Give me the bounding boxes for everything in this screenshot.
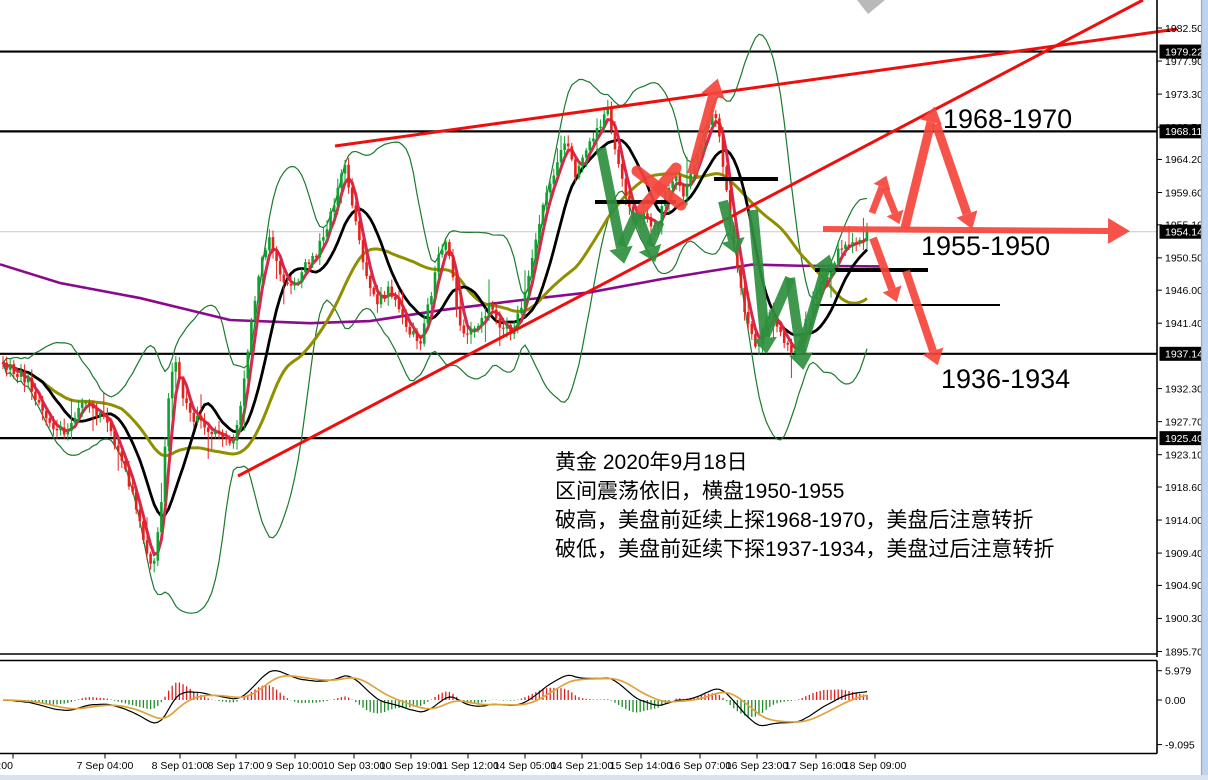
bottom-edge-band (0, 775, 1208, 780)
time-tick-label: 10 Sep 19:00 (380, 760, 443, 772)
time-tick-label: 7 Sep 04:00 (77, 760, 134, 772)
time-tick-label: 18 Sep 09:00 (844, 760, 907, 772)
range-label-high: 1968-1970 (943, 104, 1073, 134)
price-badge (1159, 124, 1206, 139)
time-tick-label: 11 Sep 12:00 (437, 760, 499, 772)
indicator-panel (2, 670, 868, 727)
price-badge (1159, 346, 1206, 361)
price-badge-label: 1968.11 (1165, 126, 1202, 138)
commentary-line-2: 区间震荡依旧，横盘1950-1955 (555, 480, 845, 503)
price-badge-label: 1937.14 (1165, 349, 1203, 361)
price-tick-label: 1918.60 (1165, 482, 1203, 494)
price-tick-label: 1909.40 (1165, 548, 1203, 560)
indicator-tick-label: 0.00 (1165, 695, 1186, 707)
price-tick-label: 1982.50 (1165, 23, 1203, 35)
price-tick-label: 1941.40 (1165, 318, 1203, 330)
price-tick-label: 1964.20 (1165, 154, 1203, 166)
price-badge-label: 1925.40 (1165, 433, 1203, 445)
time-tick-label: 15 Sep 14:00 (610, 760, 673, 772)
price-tick-label: 1927.70 (1165, 416, 1203, 428)
time-tick-label: 16 Sep 23:00 (726, 760, 789, 772)
commentary-line-3: 破高，美盘前延续上探1968-1970，美盘后注意转折 (555, 509, 1034, 532)
time-tick-label: 16 Sep 07:00 (669, 760, 732, 772)
time-tick-label: 17 Sep 16:00 (785, 760, 848, 772)
range-label-mid: 1955-1950 (921, 231, 1051, 261)
red-annotation-arrows (631, 0, 1130, 366)
red-trendlines (237, 0, 1178, 478)
price-badge-label: 1979.22 (1165, 46, 1203, 58)
price-tick-label: 1900.30 (1165, 613, 1203, 625)
price-tick-label: 1959.60 (1165, 187, 1203, 199)
commentary-line-4: 破低，美盘前延续下探1937-1934，美盘过后注意转折 (555, 538, 1055, 561)
scrollbar[interactable] (1201, 0, 1208, 780)
price-badge (1159, 224, 1206, 239)
time-axis[interactable]: :00 7 Sep 04:00 8 Sep 01:008 Sep 17:009 Se… (0, 753, 907, 773)
green-annotation-arrows (596, 147, 837, 370)
price-tick-label: 1895.70 (1165, 646, 1203, 658)
price-badge-label: 1954.14 (1165, 227, 1203, 239)
price-tick-label: 1973.30 (1165, 89, 1203, 101)
time-tick-label: 8 Sep 17:00 (208, 760, 265, 772)
price-tick-label: 1932.30 (1165, 383, 1203, 395)
time-tick-label: :00 (0, 760, 13, 772)
analyst-commentary: 黄金 2020年9月18日 区间震荡依旧，横盘1950-1955 破高，美盘前延… (555, 448, 1054, 564)
price-tick-label: 1946.00 (1165, 285, 1203, 297)
price-badge (1159, 44, 1206, 59)
time-tick-label: 14 Sep 05:00 (494, 760, 557, 772)
indicator-tick-label: -9.095 (1165, 739, 1195, 751)
time-tick-label: 10 Sep 03:00 (323, 760, 386, 772)
indicator-tick-label: 5.979 (1165, 666, 1191, 678)
price-badge (1159, 431, 1206, 446)
panel-borders (0, 0, 1158, 755)
cursor-marker (857, 0, 885, 14)
time-tick-label: 8 Sep 01:00 (152, 760, 209, 772)
range-label-low: 1936-1934 (941, 364, 1071, 394)
price-tick-label: 1904.90 (1165, 580, 1203, 592)
price-tick-label: 1923.10 (1165, 449, 1203, 461)
price-tick-label: 1950.50 (1165, 253, 1203, 265)
ma-long-line (0, 263, 881, 325)
price-tick-label: 1977.90 (1165, 56, 1203, 68)
time-tick-label: 14 Sep 21:00 (551, 760, 614, 772)
price-tick-label: 1914.00 (1165, 515, 1203, 527)
commentary-line-1: 黄金 2020年9月18日 (555, 451, 748, 474)
price-axis[interactable]: 1982.501977.901973.301968.701964.201959.… (1157, 23, 1206, 752)
time-tick-label: 9 Sep 10:00 (267, 760, 324, 772)
